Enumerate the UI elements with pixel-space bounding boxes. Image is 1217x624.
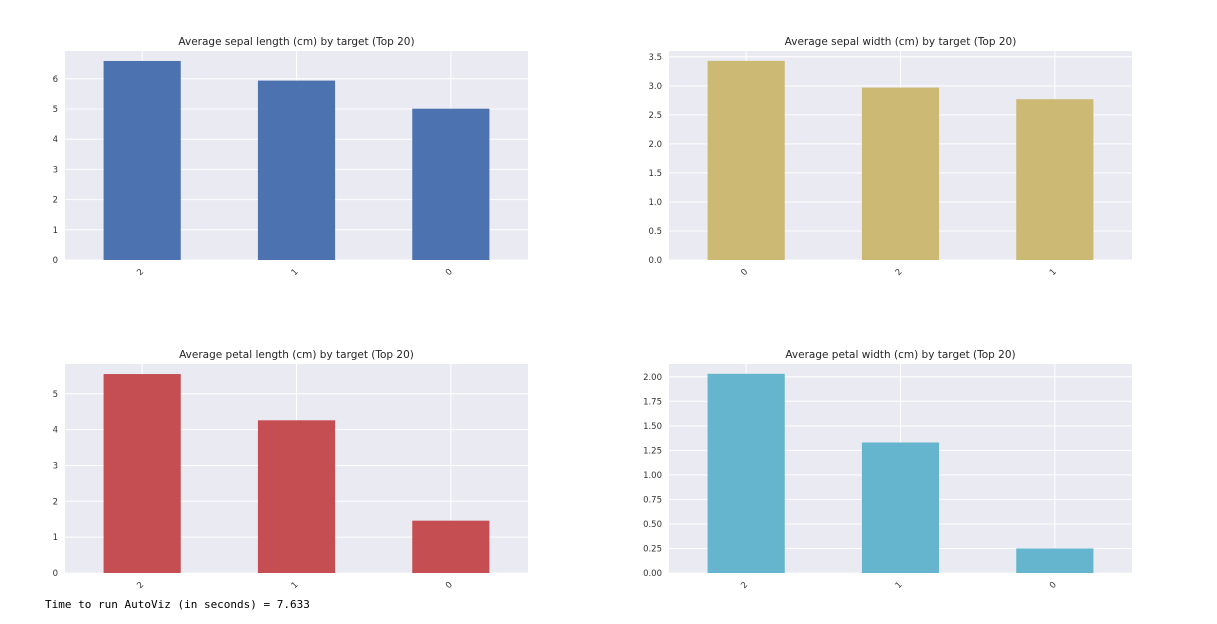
y-tick-label: 3 (53, 461, 58, 471)
x-tick-label: 0 (444, 580, 455, 590)
y-tick-label: 1.5 (648, 169, 662, 179)
y-tick-label: 2.00 (643, 373, 662, 383)
x-tick-label: 2 (739, 580, 750, 590)
bar-2 (707, 373, 785, 573)
bar-1 (257, 80, 336, 260)
y-tick-label: 0 (53, 256, 58, 266)
runtime-output-text: Time to run AutoViz (in seconds) = 7.633 (45, 598, 310, 611)
charts-figure: 0 1 2 3 4 5 6 2 1 0 Average sepal length (cm) by t… (53, 36, 1132, 590)
y-tick-label: 1.25 (643, 446, 662, 456)
bar-1 (257, 420, 336, 573)
y-tick-label: 5 (53, 105, 58, 115)
y-tick-label: 1.00 (643, 471, 662, 481)
y-tick-label: 1.50 (643, 422, 662, 432)
y-tick-label: 0.75 (643, 495, 662, 505)
x-tick-label: 2 (135, 580, 146, 590)
bar-0 (412, 108, 490, 260)
bar-1 (1016, 99, 1094, 260)
y-tick-label: 0.25 (643, 544, 662, 554)
bar-2 (103, 374, 181, 573)
y-tick-label: 0.5 (648, 227, 662, 237)
chart-4: 0.00 0.25 0.50 0.75 1.00 1.25 1.50 1.75 2.00 2 1 0 A… (643, 349, 1132, 590)
y-tick-label: 0.0 (648, 256, 662, 266)
y-tick-label: 6 (53, 75, 58, 85)
x-tick-label: 0 (739, 267, 750, 278)
chart-1: 0 1 2 3 4 5 6 2 1 0 Average sepal length (cm) by t… (53, 36, 528, 278)
x-tick-label: 0 (1048, 580, 1059, 590)
bar-0 (707, 60, 785, 260)
y-tick-label: 2.0 (648, 140, 662, 150)
x-tick-label: 2 (894, 267, 905, 278)
y-tick-label: 1.75 (643, 397, 662, 407)
x-tick-label: 1 (290, 267, 301, 278)
y-tick-label: 2 (53, 497, 58, 507)
y-tick-label: 4 (53, 135, 58, 145)
bar-2 (861, 87, 940, 260)
y-tick-label: 3.0 (648, 82, 662, 92)
bar-2 (103, 60, 181, 260)
y-tick-label: 0 (53, 569, 58, 579)
x-tick-label: 1 (290, 580, 301, 590)
chart-title: Average petal width (cm) by target (Top … (785, 349, 1015, 361)
chart-2: 0.0 0.5 1.0 1.5 2.0 2.5 3.0 3.5 0 2 1 Average sepal… (648, 36, 1132, 278)
x-tick-label: 1 (1048, 267, 1059, 278)
x-tick-label: 1 (894, 580, 905, 590)
y-tick-label: 0.50 (643, 520, 662, 530)
bar-0 (412, 520, 490, 573)
chart-title: Average sepal length (cm) by target (Top… (178, 36, 414, 48)
x-tick-label: 0 (444, 267, 455, 278)
chart-3: 0 1 2 3 4 5 2 1 0 Average petal length (cm) by ta… (53, 349, 528, 590)
y-tick-label: 3 (53, 165, 58, 175)
y-tick-label: 1.0 (648, 198, 662, 208)
y-tick-label: 4 (53, 426, 58, 436)
y-tick-label: 3.5 (648, 53, 662, 63)
y-tick-label: 1 (53, 533, 58, 543)
chart-title: Average sepal width (cm) by target (Top … (785, 36, 1017, 48)
bar-0 (1016, 548, 1094, 573)
chart-title: Average petal length (cm) by target (Top… (179, 349, 414, 361)
y-tick-label: 5 (53, 390, 58, 400)
y-tick-label: 0.00 (643, 569, 662, 579)
x-tick-label: 2 (135, 267, 146, 278)
y-tick-label: 2.5 (648, 111, 662, 121)
y-tick-label: 2 (53, 196, 58, 206)
y-tick-label: 1 (53, 226, 58, 236)
bar-1 (861, 442, 940, 573)
